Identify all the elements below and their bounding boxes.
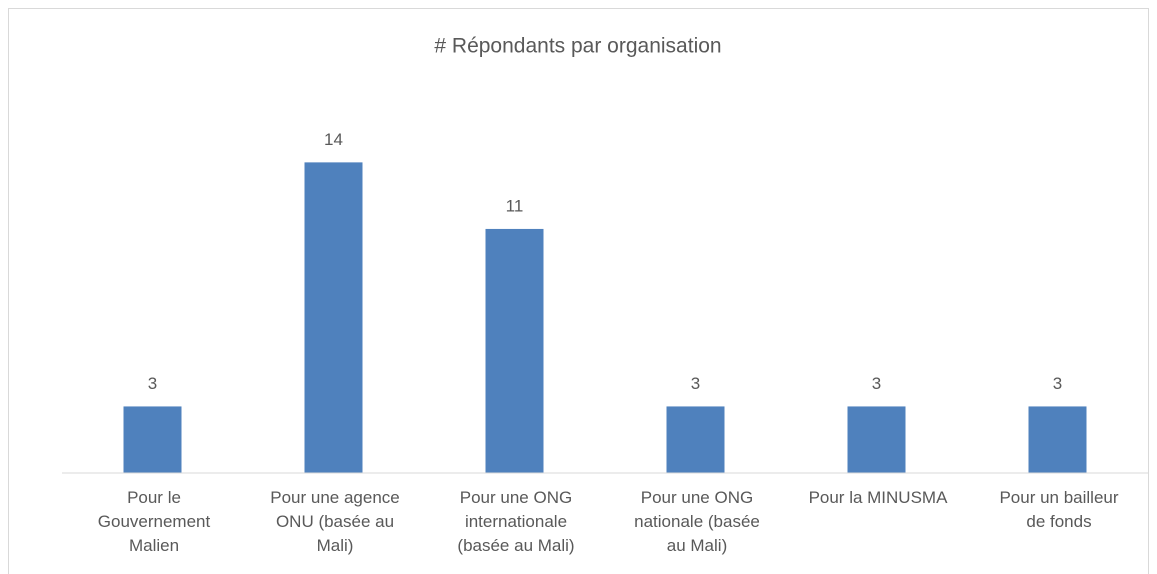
bar — [304, 162, 363, 473]
data-label: 3 — [148, 374, 157, 393]
chart-title: # Répondants par organisation — [434, 35, 721, 58]
data-label: 11 — [506, 196, 524, 215]
x-tick-label: Pour une ONG nationale (basée au Mali) — [634, 488, 760, 555]
bar — [1028, 406, 1087, 473]
bar — [485, 228, 544, 473]
x-tick-label: Pour la MINUSMA — [808, 488, 948, 507]
data-label: 14 — [324, 130, 343, 149]
x-tick-label: Pour une agence ONU (basée au Mali) — [270, 488, 400, 555]
bar — [847, 406, 906, 473]
data-label: 3 — [1053, 374, 1062, 393]
x-tick-label: Pour un bailleur de fonds — [999, 488, 1119, 531]
bar — [666, 406, 725, 473]
data-label: 3 — [872, 374, 881, 393]
data-label: 3 — [691, 374, 700, 393]
bar — [123, 406, 182, 473]
chart-border — [8, 8, 1149, 574]
x-tick-label: Pour le Gouvernement Malien — [97, 488, 211, 555]
x-tick-label: Pour une ONG internationale (basée au Ma… — [457, 488, 575, 555]
